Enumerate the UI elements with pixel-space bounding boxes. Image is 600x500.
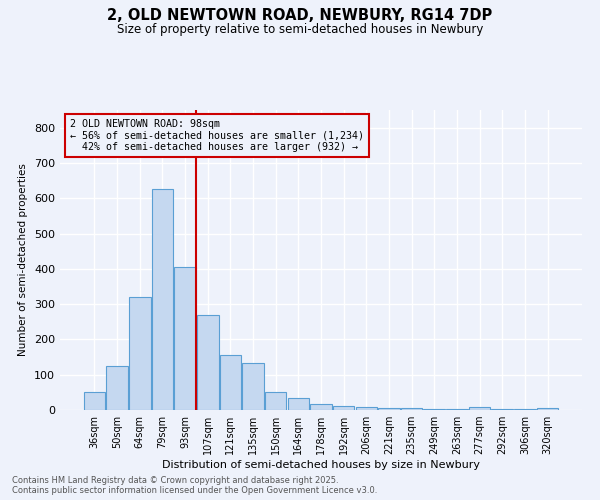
Bar [356, 407, 377, 410]
Bar [129, 297, 151, 410]
Bar [310, 404, 332, 410]
Bar [537, 408, 558, 410]
Text: Contains HM Land Registry data © Crown copyright and database right 2025.
Contai: Contains HM Land Registry data © Crown c… [12, 476, 377, 495]
Bar [197, 314, 218, 410]
Bar [333, 406, 355, 410]
Bar [469, 407, 490, 410]
X-axis label: Distribution of semi-detached houses by size in Newbury: Distribution of semi-detached houses by … [162, 460, 480, 470]
Bar [287, 398, 309, 410]
Y-axis label: Number of semi-detached properties: Number of semi-detached properties [19, 164, 28, 356]
Bar [401, 408, 422, 410]
Bar [265, 392, 286, 410]
Bar [242, 364, 264, 410]
Bar [424, 408, 445, 410]
Bar [175, 267, 196, 410]
Text: Size of property relative to semi-detached houses in Newbury: Size of property relative to semi-detach… [117, 22, 483, 36]
Text: 2 OLD NEWTOWN ROAD: 98sqm
← 56% of semi-detached houses are smaller (1,234)
  42: 2 OLD NEWTOWN ROAD: 98sqm ← 56% of semi-… [70, 119, 364, 152]
Bar [152, 190, 173, 410]
Bar [220, 356, 241, 410]
Bar [446, 408, 467, 410]
Text: 2, OLD NEWTOWN ROAD, NEWBURY, RG14 7DP: 2, OLD NEWTOWN ROAD, NEWBURY, RG14 7DP [107, 8, 493, 22]
Bar [84, 392, 105, 410]
Bar [378, 408, 400, 410]
Bar [106, 366, 128, 410]
Bar [491, 409, 513, 410]
